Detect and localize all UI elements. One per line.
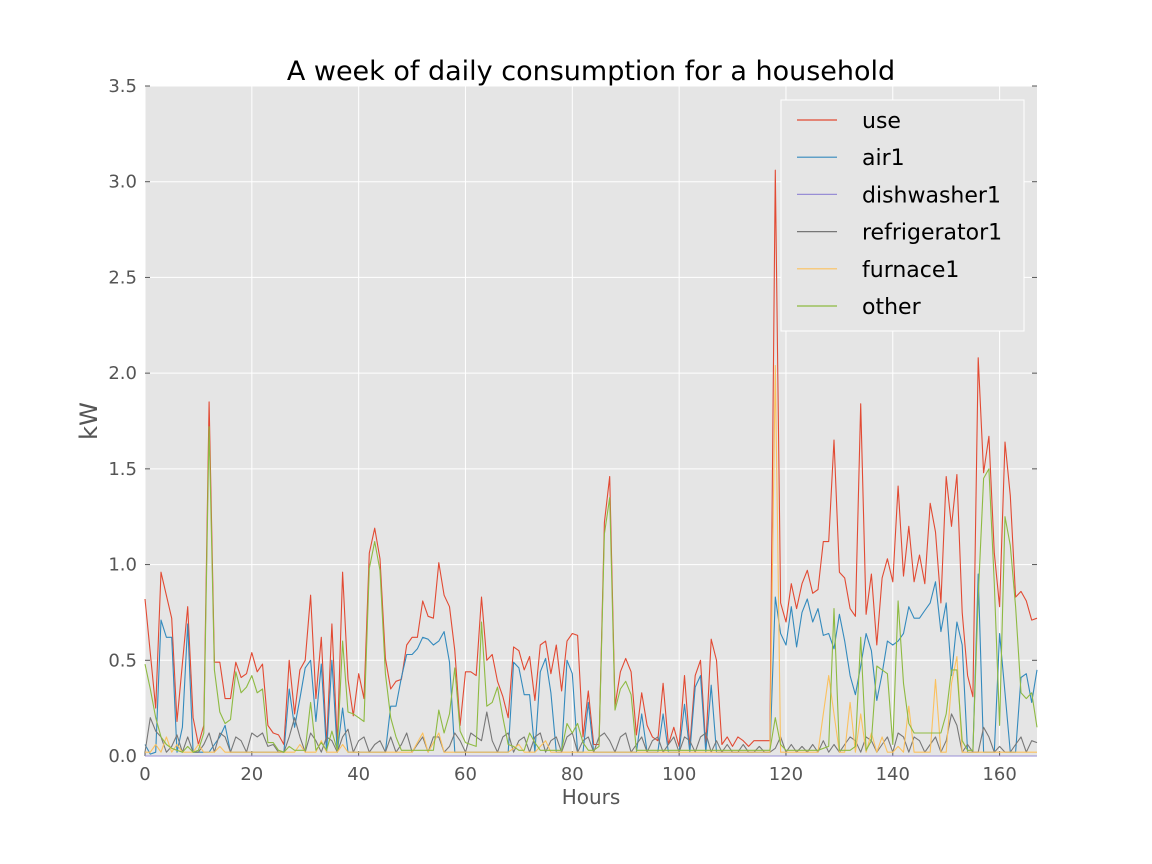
series-line-refrigerator1 (144, 711, 1038, 753)
legend-label-other: other (862, 295, 922, 320)
y-tick-label: 3.5 (108, 76, 137, 97)
x-axis-label: Hours (562, 785, 621, 809)
x-tick-label: 20 (240, 764, 263, 785)
x-tick-label: 120 (769, 764, 803, 785)
x-tick-label: 40 (347, 764, 370, 785)
x-tick-label: 0 (139, 764, 150, 785)
series-lines (144, 169, 1038, 757)
legend-label-refrigerator1: refrigerator1 (862, 221, 1002, 246)
y-tick-label: 2.5 (108, 267, 137, 288)
legend-label-furnace1: furnace1 (862, 258, 959, 283)
y-tick-label: 3.0 (108, 172, 137, 193)
chart-title: A week of daily consumption for a househ… (287, 56, 895, 87)
x-tick-label: 160 (982, 764, 1016, 785)
legend-label-use: use (862, 109, 901, 134)
series-line-other (144, 426, 1038, 753)
legend-label-air1: air1 (862, 146, 905, 171)
y-tick-label: 0.0 (108, 746, 137, 767)
y-axis-label: kW (75, 402, 103, 440)
legend-entries: use air1 dishwasher1 refrigerator1 furnace1 o… (797, 109, 1002, 320)
y-tick-label: 2.0 (108, 363, 137, 384)
legend: use air1 dishwasher1 refrigerator1 furnace1 o… (780, 99, 1025, 332)
axis-ticks: 0 20 40 60 80 100 120 140 160 0.0 0.5 1.0 1.5 2.0 2.5 3… (108, 76, 1037, 785)
x-tick-label: 100 (662, 764, 696, 785)
y-tick-label: 1.5 (108, 459, 137, 480)
x-tick-label: 140 (876, 764, 910, 785)
legend-box (780, 99, 1025, 332)
legend-label-dishwasher1: dishwasher1 (862, 183, 1001, 208)
y-tick-label: 0.5 (108, 650, 137, 671)
y-tick-label: 1.0 (108, 555, 137, 576)
x-tick-label: 60 (454, 764, 477, 785)
x-tick-label: 80 (561, 764, 584, 785)
series-line-furnace1 (145, 364, 1037, 753)
